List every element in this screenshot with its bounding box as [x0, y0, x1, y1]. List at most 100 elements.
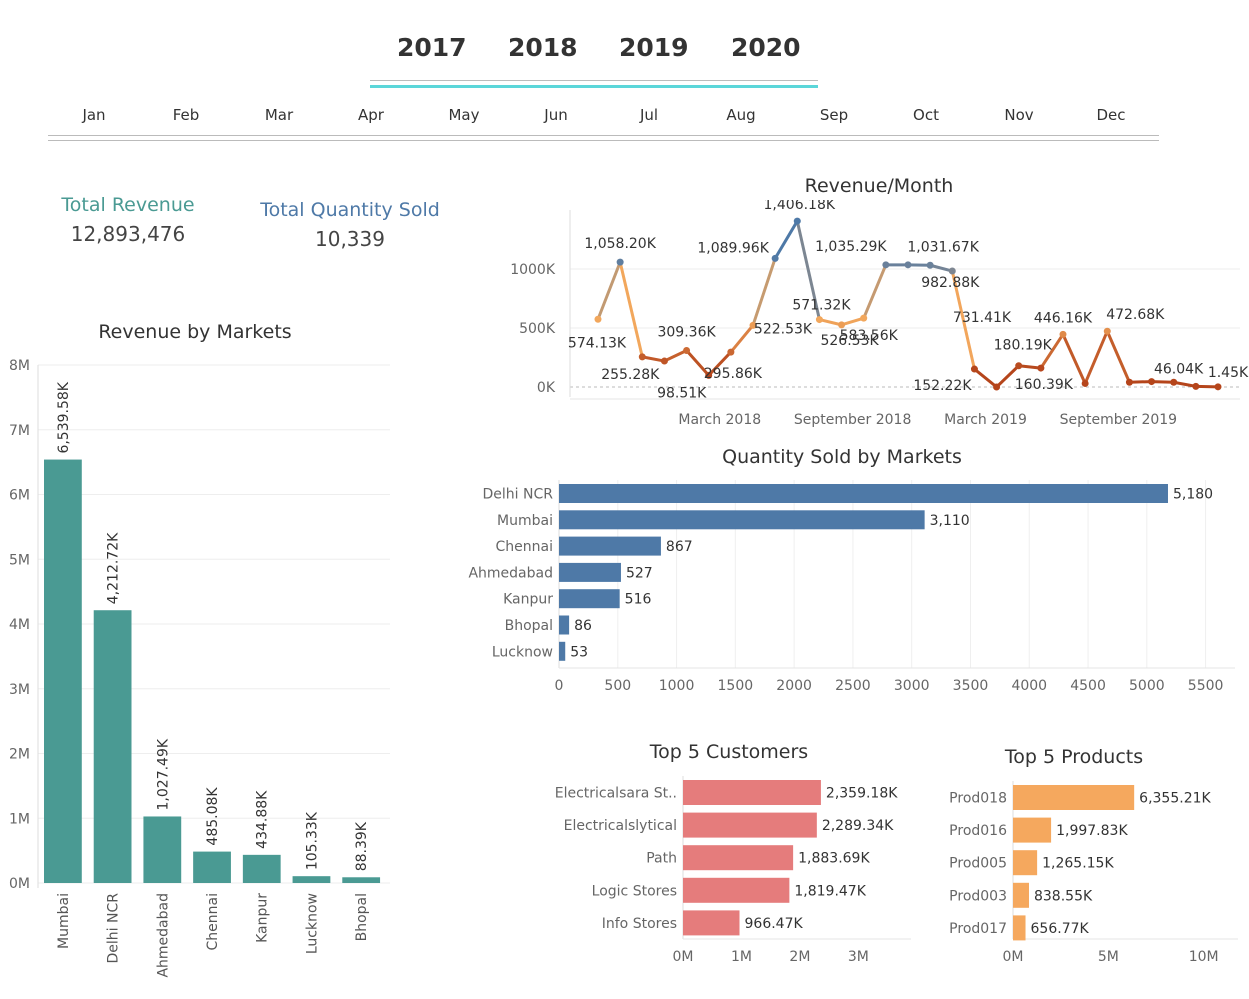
x-tick-label: September 2018 — [794, 412, 911, 428]
bar — [559, 510, 925, 530]
bar-value-label: 2,289.34K — [822, 818, 894, 834]
data-point — [838, 321, 846, 329]
month-sep[interactable]: Sep — [819, 106, 849, 124]
point-value-label: 1,035.29K — [815, 239, 887, 255]
revenue-per-month-chart: 0K 500K 1000K March 2018 September 2018 March… — [510, 200, 1249, 428]
y-tick-label: 7M — [9, 423, 30, 439]
point-value-label: 731.41K — [953, 310, 1012, 326]
year-2018[interactable]: 2018 — [508, 33, 578, 62]
line-segment — [773, 219, 799, 260]
data-point — [1103, 327, 1111, 335]
bar — [242, 854, 281, 883]
point-value-label: 1,058.20K — [584, 236, 656, 252]
top5-products-chart: 6,355.21K Prod018 1,997.83K Prod016 1,265.15… — [949, 781, 1238, 965]
line-segment — [840, 316, 866, 327]
bar-value-label: 1,883.69K — [798, 851, 870, 867]
x-tick-label: 2500 — [835, 678, 871, 694]
top5-products-title: Top 5 Products — [1004, 746, 1144, 768]
bar-value-label: 1,997.83K — [1056, 823, 1128, 839]
y-tick-label: 0M — [9, 876, 30, 892]
line-segment — [729, 323, 755, 354]
data-point — [1148, 378, 1156, 386]
month-feb[interactable]: Feb — [172, 106, 200, 124]
y-tick-label: Prod018 — [949, 791, 1007, 807]
month-jul[interactable]: Jul — [639, 106, 659, 124]
y-tick-label: 500K — [519, 321, 556, 337]
month-jan[interactable]: Jan — [82, 106, 106, 124]
bar — [683, 910, 740, 936]
year-2020[interactable]: 2020 — [731, 33, 801, 62]
bar — [342, 877, 381, 883]
line-segment — [618, 260, 644, 359]
line-segment — [662, 348, 689, 363]
month-mar[interactable]: Mar — [264, 106, 294, 124]
point-value-label: 1.45K — [1208, 365, 1249, 381]
bar — [559, 615, 570, 635]
revenue-by-markets-chart: 0M 1M 2M 3M 4M 5M 6M 7M 8M 6,539.58K Mumbai 4,212.7… — [9, 358, 390, 978]
bar — [1013, 817, 1052, 843]
bar-value-label: 867 — [666, 539, 693, 555]
bar-value-label: 656.77K — [1031, 921, 1090, 937]
year-2017[interactable]: 2017 — [397, 33, 467, 62]
month-nov[interactable]: Nov — [1004, 106, 1034, 124]
bar-value-label: 516 — [625, 592, 652, 608]
bar-value-label: 4,212.72K — [106, 532, 122, 604]
data-point — [1037, 364, 1045, 372]
month-may[interactable]: May — [448, 106, 480, 124]
line-segment — [950, 269, 976, 371]
y-tick-label: 1M — [9, 811, 30, 827]
line-segment — [817, 318, 844, 327]
bar — [193, 851, 231, 883]
month-dec[interactable]: Dec — [1096, 106, 1126, 124]
total-revenue-label: Total Revenue — [61, 194, 195, 216]
x-tick-label: 3000 — [894, 678, 930, 694]
bar — [683, 845, 794, 871]
month-jun[interactable]: Jun — [544, 106, 568, 124]
total-revenue-value: 12,893,476 — [70, 222, 186, 246]
top5-customers-chart: 2,359.18K Electricalsara St.. 2,289.34K Ele… — [555, 776, 911, 965]
line-segment — [685, 348, 711, 377]
point-value-label: 571.32K — [792, 298, 851, 314]
month-aug[interactable]: Aug — [726, 106, 756, 124]
bar-value-label: 6,539.58K — [56, 381, 72, 453]
point-value-label: 472.68K — [1106, 307, 1165, 323]
y-tick-label: Delhi NCR — [483, 487, 554, 503]
data-point — [860, 314, 868, 322]
month-apr[interactable]: Apr — [358, 106, 384, 124]
y-tick-label: 8M — [9, 358, 30, 374]
data-point — [705, 371, 713, 379]
month-oct[interactable]: Oct — [913, 106, 939, 124]
bar-value-label: 1,819.47K — [794, 883, 866, 899]
point-value-label: 583.56K — [840, 328, 899, 344]
point-value-label: 1,031.67K — [907, 239, 979, 255]
data-point — [771, 254, 779, 262]
point-value-label: 255.28K — [601, 367, 660, 383]
point-value-label: 309.36K — [657, 324, 716, 340]
data-point — [683, 346, 691, 354]
data-point — [749, 321, 757, 329]
line-segment — [995, 364, 1021, 389]
y-tick-label: Kanpur — [503, 592, 553, 608]
line-segment — [1017, 364, 1043, 370]
bar — [559, 484, 1168, 503]
bar — [559, 562, 621, 582]
data-point — [616, 258, 624, 266]
y-tick-label: Prod003 — [949, 888, 1007, 904]
revenue-by-markets-title: Revenue by Markets — [98, 321, 292, 343]
line-segment — [1105, 329, 1131, 384]
line-segment — [596, 260, 622, 321]
total-qty-label: Total Quantity Sold — [260, 199, 440, 221]
y-tick-label: Mumbai — [497, 513, 553, 529]
point-value-label: 446.16K — [1034, 310, 1093, 326]
point-value-label: 982.88K — [921, 275, 980, 291]
year-2019[interactable]: 2019 — [619, 33, 689, 62]
data-point — [1192, 382, 1200, 390]
x-tick-label: 3M — [848, 949, 869, 965]
line-segment — [928, 263, 954, 273]
y-tick-label: 4M — [9, 617, 30, 633]
y-tick-label: 6M — [9, 488, 30, 504]
year-slider-selection[interactable] — [370, 85, 818, 88]
y-tick-label: Chennai — [496, 539, 553, 555]
line-segment — [1039, 332, 1065, 370]
revenue-per-month-title: Revenue/Month — [804, 175, 954, 197]
